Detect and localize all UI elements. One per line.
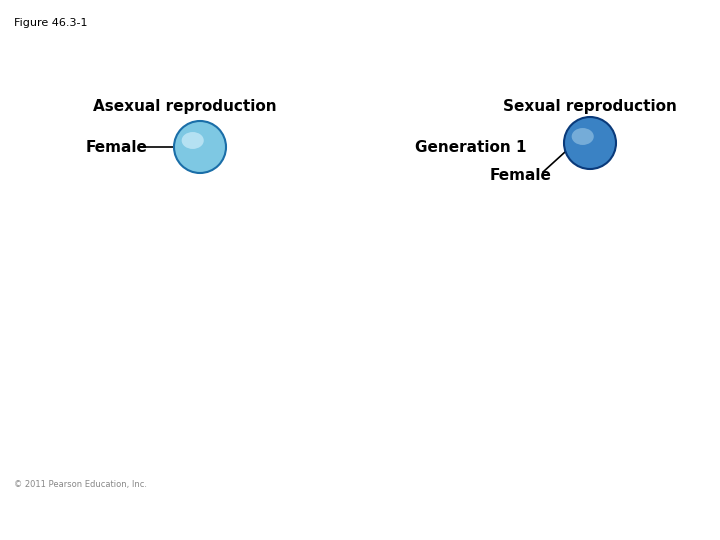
- Ellipse shape: [572, 128, 594, 145]
- Text: Female: Female: [86, 139, 148, 154]
- Text: Sexual reproduction: Sexual reproduction: [503, 99, 677, 114]
- Text: Figure 46.3-1: Figure 46.3-1: [14, 18, 88, 28]
- Text: Asexual reproduction: Asexual reproduction: [93, 99, 276, 114]
- Ellipse shape: [564, 117, 616, 169]
- Text: © 2011 Pearson Education, Inc.: © 2011 Pearson Education, Inc.: [14, 480, 147, 489]
- Text: Generation 1: Generation 1: [415, 139, 526, 154]
- Text: Female: Female: [490, 167, 552, 183]
- Ellipse shape: [181, 132, 204, 149]
- Ellipse shape: [174, 121, 226, 173]
